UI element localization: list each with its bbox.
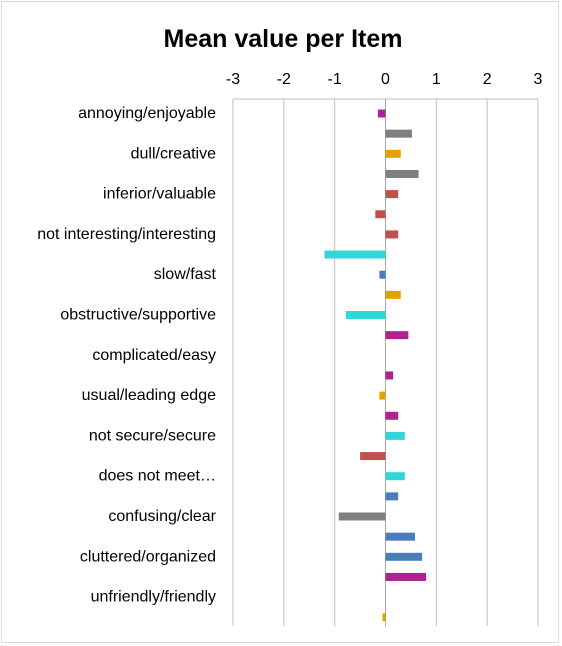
bar: [385, 129, 412, 138]
x-tick-label: -1: [328, 71, 342, 88]
bar: [385, 371, 394, 380]
x-tick-label: 0: [381, 71, 390, 88]
bar: [375, 210, 386, 219]
bar: [377, 109, 386, 118]
category-label: inferior/valuable: [103, 186, 216, 203]
bar: [385, 532, 415, 541]
category-label: dull/creative: [131, 145, 216, 162]
bar: [379, 391, 386, 400]
category-label: slow/fast: [154, 266, 217, 283]
x-tick-label: -2: [277, 71, 291, 88]
x-tick-label: 3: [534, 71, 543, 88]
bar: [385, 149, 401, 158]
x-tick-label: 2: [483, 71, 492, 88]
x-tick-label: -3: [226, 71, 240, 88]
category-label: confusing/clear: [108, 508, 216, 525]
bar: [385, 190, 399, 199]
bar: [345, 311, 386, 319]
category-label: not secure/secure: [89, 427, 216, 444]
bar: [382, 613, 386, 622]
bar: [385, 552, 423, 561]
bar: [385, 572, 427, 581]
category-label: cluttered/organized: [80, 548, 216, 565]
gridlines: [232, 98, 539, 626]
bar: [385, 472, 405, 481]
bar: [385, 431, 405, 440]
bar: [324, 250, 386, 259]
category-label: unfriendly/friendly: [91, 589, 216, 606]
bar: [385, 331, 409, 340]
bar: [338, 512, 386, 521]
category-label: usual/leading edge: [82, 387, 216, 404]
category-labels: annoying/enjoyable dull/creative inferior/…: [37, 105, 216, 606]
category-label: obstructive/supportive: [60, 307, 216, 324]
chart-title: Mean value per Item: [164, 25, 403, 53]
bar: [385, 411, 399, 420]
bar: [385, 169, 419, 178]
x-axis-ticks: -3 -2 -1 0 1 2 3: [226, 71, 543, 88]
category-label: does not meet…: [99, 468, 216, 485]
bars: [324, 109, 427, 622]
bar: [385, 230, 399, 239]
bar: [385, 492, 399, 501]
category-label: complicated/easy: [92, 347, 216, 364]
bar: [385, 290, 401, 299]
category-label: not interesting/interesting: [37, 226, 216, 243]
bar: [379, 270, 386, 279]
category-label: annoying/enjoyable: [78, 105, 216, 122]
bar: [360, 452, 386, 461]
x-tick-label: 1: [432, 71, 441, 88]
